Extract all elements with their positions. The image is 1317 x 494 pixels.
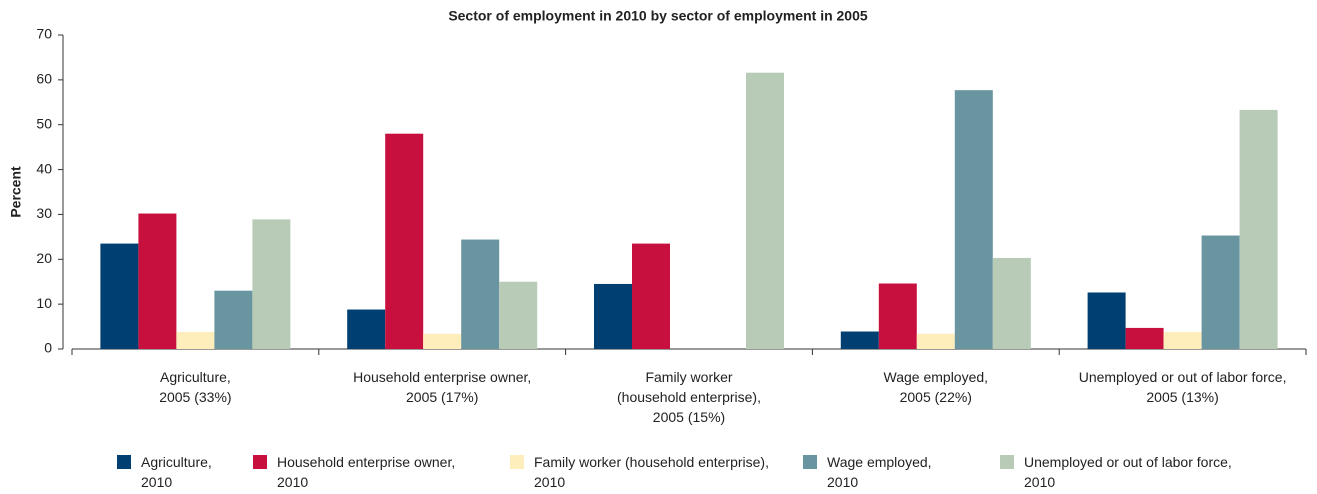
- legend-label: Unemployed or out of labor force, 2010: [1024, 454, 1232, 490]
- x-tick-label: Unemployed or out of labor force, 2005 (1…: [1079, 369, 1287, 405]
- bar: [499, 281, 538, 349]
- bar: [954, 90, 993, 349]
- y-tick-label: 30: [36, 205, 52, 221]
- y-tick-label: 0: [44, 340, 52, 356]
- legend-label: Agriculture, 2010: [141, 454, 212, 490]
- bar: [1239, 109, 1278, 349]
- bar: [594, 283, 632, 349]
- bar: [916, 333, 955, 349]
- chart-title: Sector of employment in 2010 by sector o…: [448, 8, 868, 24]
- bar: [992, 257, 1031, 349]
- bar: [746, 72, 784, 350]
- y-tick-label: 50: [36, 115, 52, 131]
- x-tick-label: Wage employed, 2005 (22%): [884, 369, 989, 405]
- x-tick-label: Household enterprise owner, 2005 (17%): [353, 369, 531, 405]
- bar: [1125, 327, 1164, 349]
- bar: [1087, 292, 1126, 349]
- bar: [100, 243, 139, 349]
- bar: [347, 309, 386, 349]
- y-tick-label: 70: [36, 26, 52, 42]
- bar: [423, 333, 462, 349]
- bar: [1201, 235, 1240, 349]
- bar: [385, 133, 424, 349]
- y-tick-label: 60: [36, 71, 52, 87]
- legend-swatch: [510, 455, 524, 469]
- legend-swatch: [117, 455, 131, 469]
- bar: [878, 283, 917, 349]
- legend-label: Family worker (household enterprise), 201…: [534, 454, 769, 490]
- bar: [1163, 331, 1202, 349]
- bar: [840, 331, 879, 349]
- bar: [138, 213, 177, 349]
- bar: [214, 290, 253, 349]
- bar: [632, 243, 670, 349]
- legend-swatch: [803, 455, 817, 469]
- legend-swatch: [1000, 455, 1014, 469]
- bar: [461, 239, 500, 349]
- bar: [252, 219, 291, 349]
- y-tick-label: 40: [36, 160, 52, 176]
- x-tick-label: Agriculture, 2005 (33%): [159, 369, 231, 405]
- bar: [176, 331, 215, 349]
- legend-label: Wage employed, 2010: [827, 454, 932, 490]
- y-axis-label: Percent: [8, 166, 24, 218]
- y-tick-label: 10: [36, 295, 52, 311]
- legend-swatch: [253, 455, 267, 469]
- x-tick-label: Family worker (household enterprise), 2005…: [617, 369, 761, 425]
- y-tick-label: 20: [36, 250, 52, 266]
- legend-label: Household enterprise owner, 2010: [277, 454, 455, 490]
